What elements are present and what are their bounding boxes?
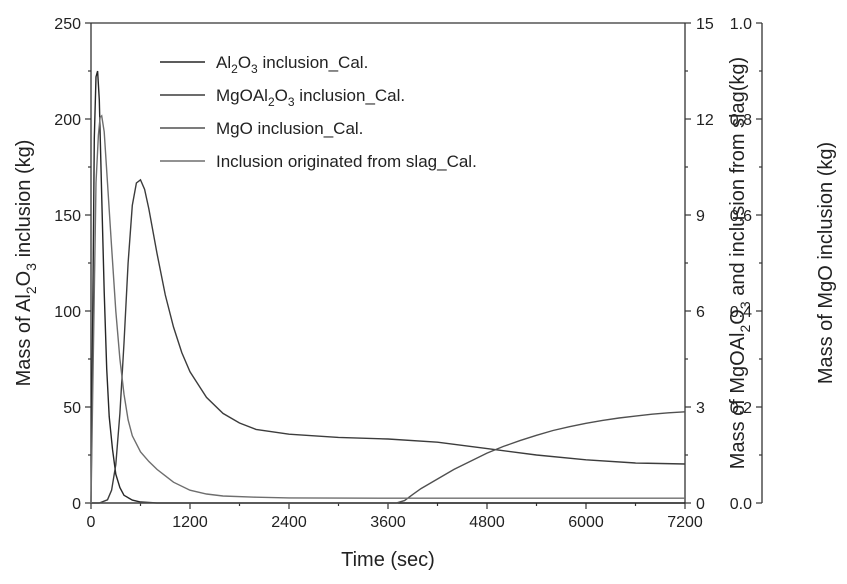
axis-titles: Time (sec) Mass of Al2O3 inclusion (kg) Ma… [13, 57, 837, 571]
x-tick-label: 7200 [667, 514, 703, 531]
left-axis-title: Mass of Al2O3 inclusion (kg) [13, 140, 39, 387]
legend-label-0: Al2O3 inclusion_Cal. [216, 53, 368, 76]
right1-tick-label: 0 [696, 496, 705, 513]
x-tick-label: 2400 [271, 514, 307, 531]
series-line-2 [91, 411, 686, 504]
series-line-3 [90, 114, 685, 504]
right2-tick-label: 0.6 [730, 208, 752, 225]
x-tick-label: 0 [87, 514, 96, 531]
x-axis-title: Time (sec) [341, 549, 435, 571]
right1-tick-label: 12 [696, 112, 714, 129]
left-tick-label: 150 [54, 208, 81, 225]
legend: Al2O3 inclusion_Cal. MgOAl2O3 inclusion_C… [160, 53, 477, 171]
right1-axis-title: Mass of MgOAl2O3 and inclusion from slag… [727, 57, 753, 469]
right2-tick-label: 0.0 [730, 496, 752, 513]
legend-label-1: MgOAl2O3 inclusion_Cal. [216, 86, 405, 109]
right2-tick-label: 0.4 [730, 304, 752, 321]
x-tick-label: 6000 [568, 514, 604, 531]
left-tick-label: 200 [54, 112, 81, 129]
right1-tick-label: 15 [696, 16, 714, 33]
left-tick-label: 250 [54, 16, 81, 33]
right2-tick-label: 1.0 [730, 16, 752, 33]
right2-axis-title: Mass of MgO inclusion (kg) [815, 142, 837, 384]
x-tick-label: 1200 [172, 514, 208, 531]
left-tick-label: 0 [72, 496, 81, 513]
series-line-1 [91, 178, 686, 504]
series-layer [90, 70, 686, 504]
right2-tick-label: 0.8 [730, 112, 752, 129]
axes-layer: 0 1200 2400 3600 4800 6000 7200050100150200250… [54, 16, 763, 531]
right1-tick-label: 9 [696, 208, 705, 225]
legend-label-3: Inclusion originated from slag_Cal. [216, 152, 477, 171]
left-tick-label: 50 [63, 400, 81, 417]
x-tick-label: 3600 [370, 514, 406, 531]
right1-tick-label: 6 [696, 304, 705, 321]
right2-tick-label: 0.2 [730, 400, 752, 417]
x-tick-label: 4800 [469, 514, 505, 531]
legend-label-2: MgO inclusion_Cal. [216, 119, 363, 138]
left-tick-label: 100 [54, 304, 81, 321]
right1-tick-label: 3 [696, 400, 705, 417]
series-line-0 [90, 70, 685, 504]
